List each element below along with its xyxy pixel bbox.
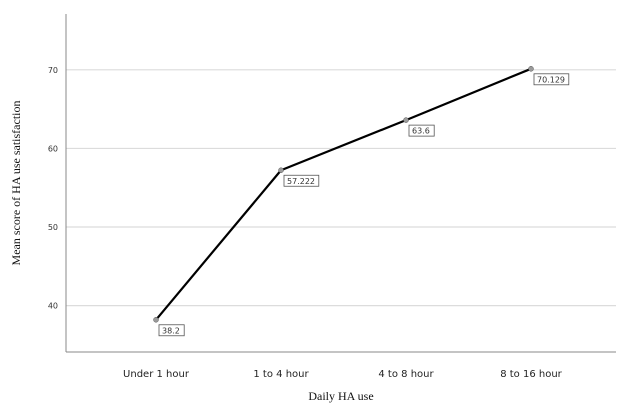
x-axis-title: Daily HA use xyxy=(308,389,373,403)
data-point xyxy=(403,117,409,123)
data-label: 70.129 xyxy=(533,73,570,86)
data-point xyxy=(278,167,284,174)
data-point xyxy=(528,66,534,72)
data-label-box xyxy=(408,124,435,137)
series-line xyxy=(155,67,532,321)
data-label-box xyxy=(533,73,570,86)
y-tick-label: 70 xyxy=(48,66,58,75)
data-point xyxy=(153,317,159,323)
data-label-box xyxy=(158,324,185,337)
data-label-text: 70.129 xyxy=(537,75,565,84)
x-tick-labels: Under 1 hour 1 to 4 hour 4 to 8 hour 8 to 1… xyxy=(123,369,563,380)
data-label-text: 57.222 xyxy=(287,177,315,186)
y-tick-labels: 40 50 60 70 xyxy=(48,66,58,311)
data-labels: 38.2 57.222 63.6 70.129 xyxy=(158,73,570,337)
y-tick-label: 60 xyxy=(48,144,58,153)
data-label-text: 63.6 xyxy=(412,127,430,136)
data-label: 38.2 xyxy=(158,324,185,337)
x-tick-label: 8 to 16 hour xyxy=(500,369,562,380)
y-axis-title: Mean score of HA use satisfaction xyxy=(9,101,23,266)
data-label-text: 38.2 xyxy=(162,326,180,335)
x-tick-label: 1 to 4 hour xyxy=(253,369,309,380)
data-points xyxy=(153,66,534,323)
data-label: 63.6 xyxy=(408,124,435,137)
data-label: 57.222 xyxy=(283,174,320,187)
y-tick-label: 50 xyxy=(48,223,58,232)
gridlines xyxy=(66,69,616,307)
y-tick-label: 40 xyxy=(48,302,58,311)
x-tick-label: 4 to 8 hour xyxy=(378,369,434,380)
data-label-box xyxy=(283,174,320,187)
x-tick-label: Under 1 hour xyxy=(123,369,190,380)
